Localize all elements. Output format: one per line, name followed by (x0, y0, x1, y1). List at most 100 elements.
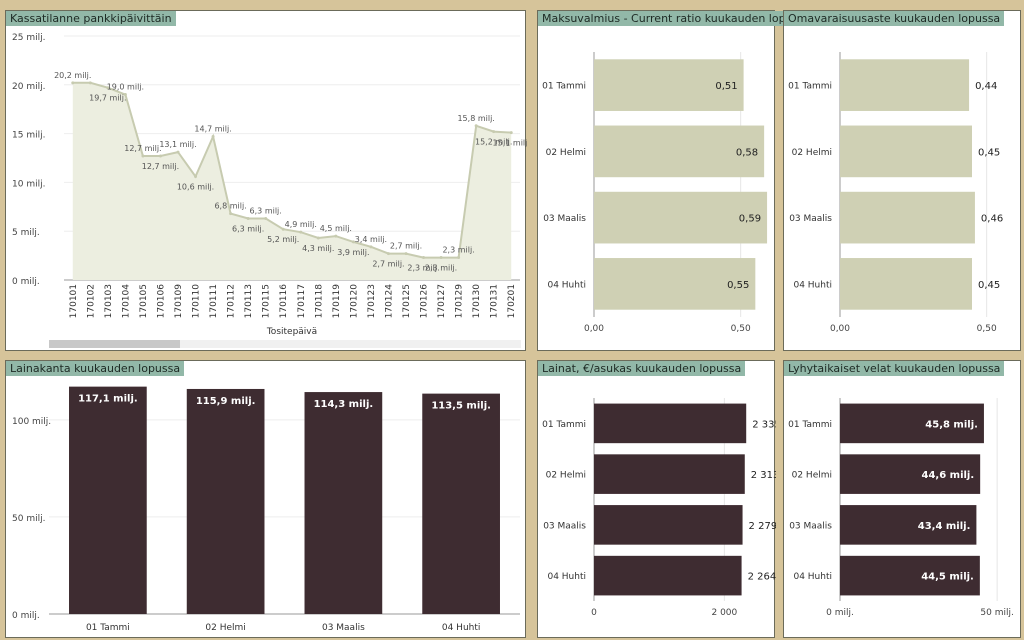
bar (594, 258, 756, 310)
data-point (176, 150, 180, 154)
data-point (386, 252, 390, 256)
data-point (369, 245, 373, 249)
x-tick-label: 170118 (314, 284, 324, 319)
data-label: 6,8 milj. (214, 202, 246, 211)
category-label: 02 Helmi (546, 471, 586, 481)
category-label: 03 Maalis (543, 214, 586, 224)
x-tick-label: 170102 (86, 284, 96, 318)
short-debt-chart: 0 milj. 50 milj. 01 Tammi 45,8 milj. 02 Helm… (788, 398, 1014, 618)
data-label: 44,6 milj. (922, 470, 975, 481)
x-tick-label: 170120 (349, 284, 359, 319)
data-point (264, 217, 268, 221)
data-point (246, 217, 250, 221)
data-point (71, 81, 75, 85)
data-label: 2 264 (748, 572, 776, 583)
x-tick-label: 170117 (297, 284, 307, 318)
data-label: 10,6 milj. (177, 183, 214, 192)
data-point (422, 256, 426, 260)
scrollbar-thumb (49, 340, 180, 348)
data-point (404, 252, 408, 256)
cash-chart: 0 milj. 5 milj. 10 milj. 15 milj. 20 milj. 25… (12, 33, 527, 348)
data-label: 0,59 (739, 214, 761, 225)
x-tick-label: 170112 (227, 284, 237, 318)
data-point (351, 240, 355, 244)
loans-per-capita-panel: Lainat, €/asukas kuukauden lopussa 0 2 00… (537, 360, 776, 638)
data-point (299, 230, 303, 234)
x-tick-label: 170105 (139, 284, 149, 318)
data-label: 20,2 milj. (54, 71, 91, 80)
bar (840, 555, 980, 596)
x-axis-title: Tositepäivä (266, 327, 317, 337)
data-point (123, 93, 127, 97)
category-label: 04 Huhti (547, 572, 586, 582)
series-line (72, 81, 512, 259)
x-tick-label: 170109 (174, 284, 184, 319)
bar (840, 454, 981, 494)
category-label: 01 Tammi (86, 623, 130, 633)
data-label: 19,0 milj. (107, 83, 144, 92)
data-point (509, 131, 513, 135)
x-tick-label: 50 milj. (980, 608, 1013, 618)
x-tick-label: 0,00 (584, 324, 604, 334)
equity-ratio-panel: Omavaraisuusaste kuukauden lopussa 0,00 0… (783, 10, 1021, 351)
data-label: 15,2 milj. (475, 138, 512, 147)
y-tick-label: 20 milj. (12, 82, 45, 92)
data-label: 43,4 milj. (918, 521, 971, 532)
data-label: 3,9 milj. (337, 248, 369, 257)
category-label: 04 Huhti (547, 280, 586, 290)
category-label: 03 Maalis (789, 214, 832, 224)
data-label: 0,51 (715, 81, 737, 92)
x-tick-label: 170116 (279, 284, 289, 319)
x-tick-label: 0,00 (830, 324, 850, 334)
bar (304, 392, 383, 614)
loans-panel: Lainakanta kuukauden lopussa 0 milj. 50 m… (5, 360, 526, 638)
data-label: 6,3 milj. (232, 225, 264, 234)
data-label: 19,7 milj. (89, 94, 126, 103)
loans-chart: 0 milj. 50 milj. 100 milj. 117,1 milj. 01 Ta… (12, 386, 520, 633)
data-label: 0,44 (975, 81, 997, 92)
data-label: 15,8 milj. (457, 114, 494, 123)
data-label: 13,1 milj. (159, 140, 196, 149)
data-label: 2,3 milj. (425, 264, 457, 273)
data-label: 0,46 (981, 214, 1003, 225)
data-label: 5,2 milj. (267, 235, 299, 244)
data-point (474, 124, 478, 128)
data-point (281, 227, 285, 231)
data-label: 2,3 milj. (442, 246, 474, 255)
bar (594, 454, 745, 494)
category-label: 03 Maalis (322, 623, 365, 633)
data-point (457, 256, 461, 260)
data-point (141, 154, 145, 158)
bar (594, 555, 742, 596)
x-tick-label: 170129 (455, 284, 465, 319)
bar (186, 388, 265, 614)
data-label: 0,45 (978, 147, 1000, 158)
x-tick-label: 170103 (104, 284, 114, 318)
data-label: 4,9 milj. (285, 220, 317, 229)
category-label: 02 Helmi (546, 148, 586, 158)
data-point (158, 154, 162, 158)
x-tick-label: 170125 (402, 284, 412, 318)
loans-per-capita-chart: 0 2 000 01 Tammi 2 335 02 Helmi 2 313 03 Maali… (542, 398, 776, 618)
y-tick-label: 50 milj. (12, 514, 45, 524)
category-label: 03 Maalis (543, 521, 586, 531)
x-tick-label: 0,50 (731, 324, 751, 334)
current-ratio-chart: 0,00 0,50 01 Tammi 0,51 02 Helmi 0,58 03 Maali… (542, 52, 768, 334)
category-label: 04 Huhti (793, 280, 832, 290)
category-label: 04 Huhti (442, 623, 481, 633)
short-debt-panel: Lyhytaikaiset velat kuukauden lopussa 0 … (783, 360, 1021, 638)
data-label: 114,3 milj. (314, 399, 374, 410)
bar (840, 505, 977, 545)
x-tick-label: 170111 (209, 284, 219, 318)
current-ratio-panel-title: Maksuvalmius - Current ratio kuukauden l… (538, 11, 815, 26)
data-label: 115,9 milj. (196, 396, 256, 407)
data-point (106, 86, 110, 90)
y-tick-label: 10 milj. (12, 179, 45, 189)
cash-panel-title: Kassatilanne pankkipäivittäin (6, 11, 176, 26)
x-tick-label: 170106 (156, 284, 166, 319)
data-label: 2,7 milj. (372, 260, 404, 269)
x-tick-label: 170127 (437, 284, 447, 318)
data-point (492, 130, 496, 134)
data-label: 4,3 milj. (302, 244, 334, 253)
x-tick-label: 170124 (384, 284, 394, 319)
